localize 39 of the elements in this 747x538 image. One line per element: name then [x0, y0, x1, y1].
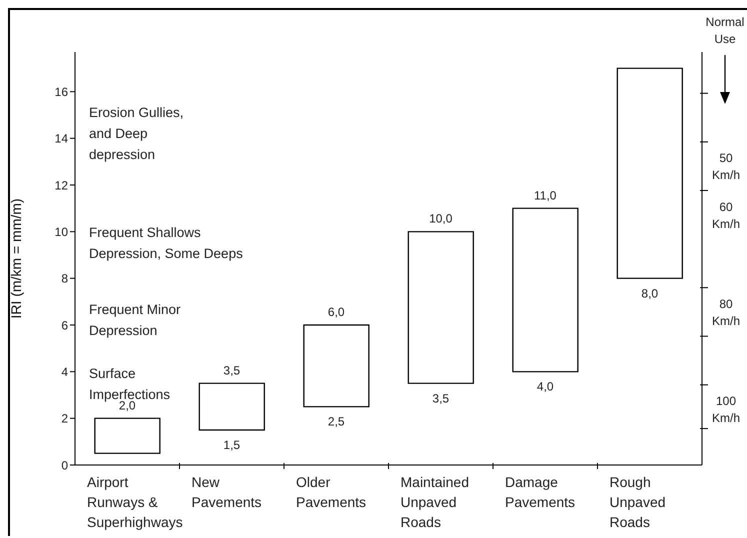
- annotation: 11,0: [534, 188, 557, 202]
- y-tick-label: 6: [61, 318, 68, 332]
- bar: [303, 324, 370, 408]
- annotation: 6,0: [328, 305, 345, 319]
- annotation: 2,5: [328, 414, 345, 429]
- bar: [512, 208, 578, 372]
- y-tick-label: 2: [61, 412, 68, 426]
- x-tick-label: Older Pavements: [296, 474, 366, 510]
- annotation: 10,0: [429, 212, 453, 226]
- y2-tick-label: 60 Km/h: [712, 200, 740, 231]
- annotation: 1,5: [223, 438, 240, 452]
- annotation: 4,0: [536, 380, 554, 394]
- x-tick-label: Airport Runways & Superhighways: [87, 474, 183, 530]
- y-tick-label: 8: [61, 272, 68, 286]
- y-tick-label: 12: [54, 178, 68, 192]
- annotation: 3,5: [223, 363, 240, 378]
- bar: [408, 231, 474, 384]
- bar: [94, 418, 160, 454]
- x-tick-label: New Pavements: [192, 474, 262, 510]
- x-tick-label: Damage Pavements: [505, 474, 576, 510]
- y2-axis-title: Normal Use: [706, 15, 744, 46]
- y-tick-label: 14: [54, 132, 68, 146]
- y2-tick-label: 50 Km/h: [712, 151, 740, 182]
- x-tick-label: Maintained Unpaved Roads: [400, 474, 469, 530]
- y-tick-label: 0: [61, 458, 68, 472]
- bar: [198, 382, 265, 431]
- y2-tick-label: 100 Km/h: [712, 394, 740, 426]
- annotation: Erosion Gullies, and Deep depression: [89, 105, 184, 162]
- y-axis-title: IRI (m/km = mm/m): [8, 198, 24, 319]
- annotation: Frequent Shallows Depression, Some Deeps: [89, 225, 244, 261]
- x-tick-label: Rough Unpaved Roads: [610, 474, 666, 530]
- annotation: 8,0: [641, 286, 658, 300]
- y-tick-label: 16: [54, 84, 68, 99]
- y-tick-label: 10: [54, 224, 68, 239]
- bar: [616, 68, 683, 279]
- y2-tick-label: 80 Km/h: [712, 296, 740, 328]
- annotation: 3,5: [432, 391, 450, 406]
- y-tick-label: 4: [61, 364, 68, 379]
- annotation: Frequent Minor Depression: [89, 302, 182, 338]
